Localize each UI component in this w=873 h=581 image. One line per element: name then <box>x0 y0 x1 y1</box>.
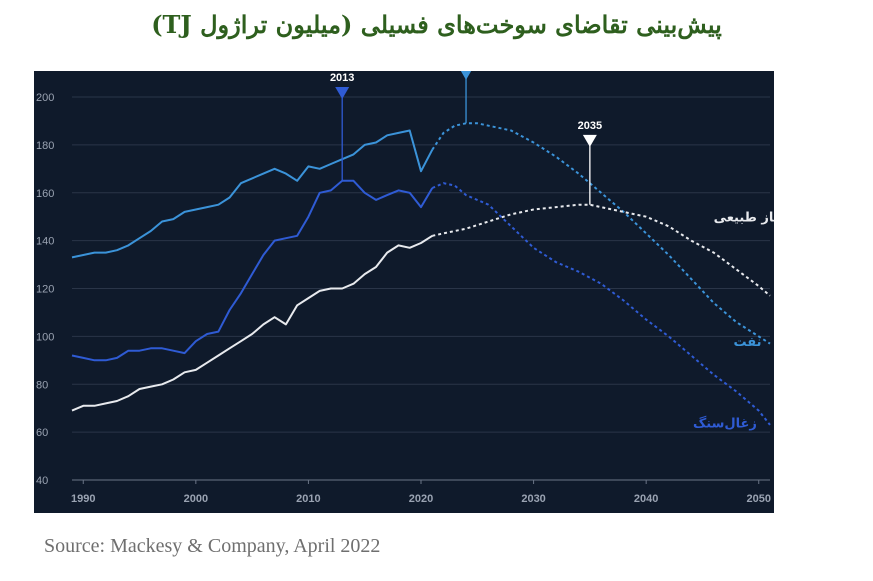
grid-layer <box>72 96 770 481</box>
fossil-fuel-demand-chart: 40 60 80 100 120 140 160 180 200 1990 2000 2010 2020… <box>34 71 774 513</box>
oil-series-label: نفت <box>733 335 761 350</box>
source-note: Source: Mackesy & Company, April 2022 <box>44 535 381 557</box>
marker-layer: 201320252035 <box>330 71 602 205</box>
coal-series-label: زغال‌سنگ <box>693 415 757 431</box>
x-tick-label: 1990 <box>71 493 95 505</box>
chart-background <box>34 71 774 513</box>
y-tick-label: 180 <box>36 140 54 152</box>
marker-triangle-2025 <box>460 71 472 80</box>
gas-series-label: گاز طبیعی <box>714 209 774 225</box>
gas-forecast-line <box>432 203 771 297</box>
coal-historic-line <box>71 179 434 362</box>
y-tick-label: 40 <box>36 475 48 487</box>
x-tick-label: 2040 <box>634 493 658 505</box>
x-tick-label: 2010 <box>296 493 320 505</box>
y-tick-label: 60 <box>36 427 48 439</box>
chart-title: پیش‌بینی تقاضای سوخت‌های فسیلی (میلیون ت… <box>151 10 722 39</box>
y-tick-label: 200 <box>36 92 54 104</box>
marker-year-label: 2035 <box>578 120 602 132</box>
x-tick-label: 2050 <box>746 493 770 505</box>
x-tick-label: 2030 <box>521 493 545 505</box>
label-layer: نفت زغال‌سنگ گاز طبیعی <box>693 209 774 431</box>
axis-layer: 40 60 80 100 120 140 160 180 200 1990 2000 2010 2020… <box>36 92 771 505</box>
y-tick-label: 100 <box>36 331 54 343</box>
marker-year-label: 2013 <box>330 72 354 84</box>
y-tick-label: 80 <box>36 379 48 391</box>
marker-triangle-2013 <box>335 87 350 99</box>
x-tick-label: 2000 <box>184 493 208 505</box>
series-layer <box>71 122 771 426</box>
oil-historic-line <box>71 129 434 259</box>
x-tick-label: 2020 <box>409 493 433 505</box>
y-tick-label: 120 <box>36 284 54 296</box>
marker-triangle-2035 <box>582 134 597 147</box>
gas-historic-line <box>71 234 433 412</box>
y-tick-label: 140 <box>36 236 54 248</box>
y-tick-label: 160 <box>36 188 54 200</box>
